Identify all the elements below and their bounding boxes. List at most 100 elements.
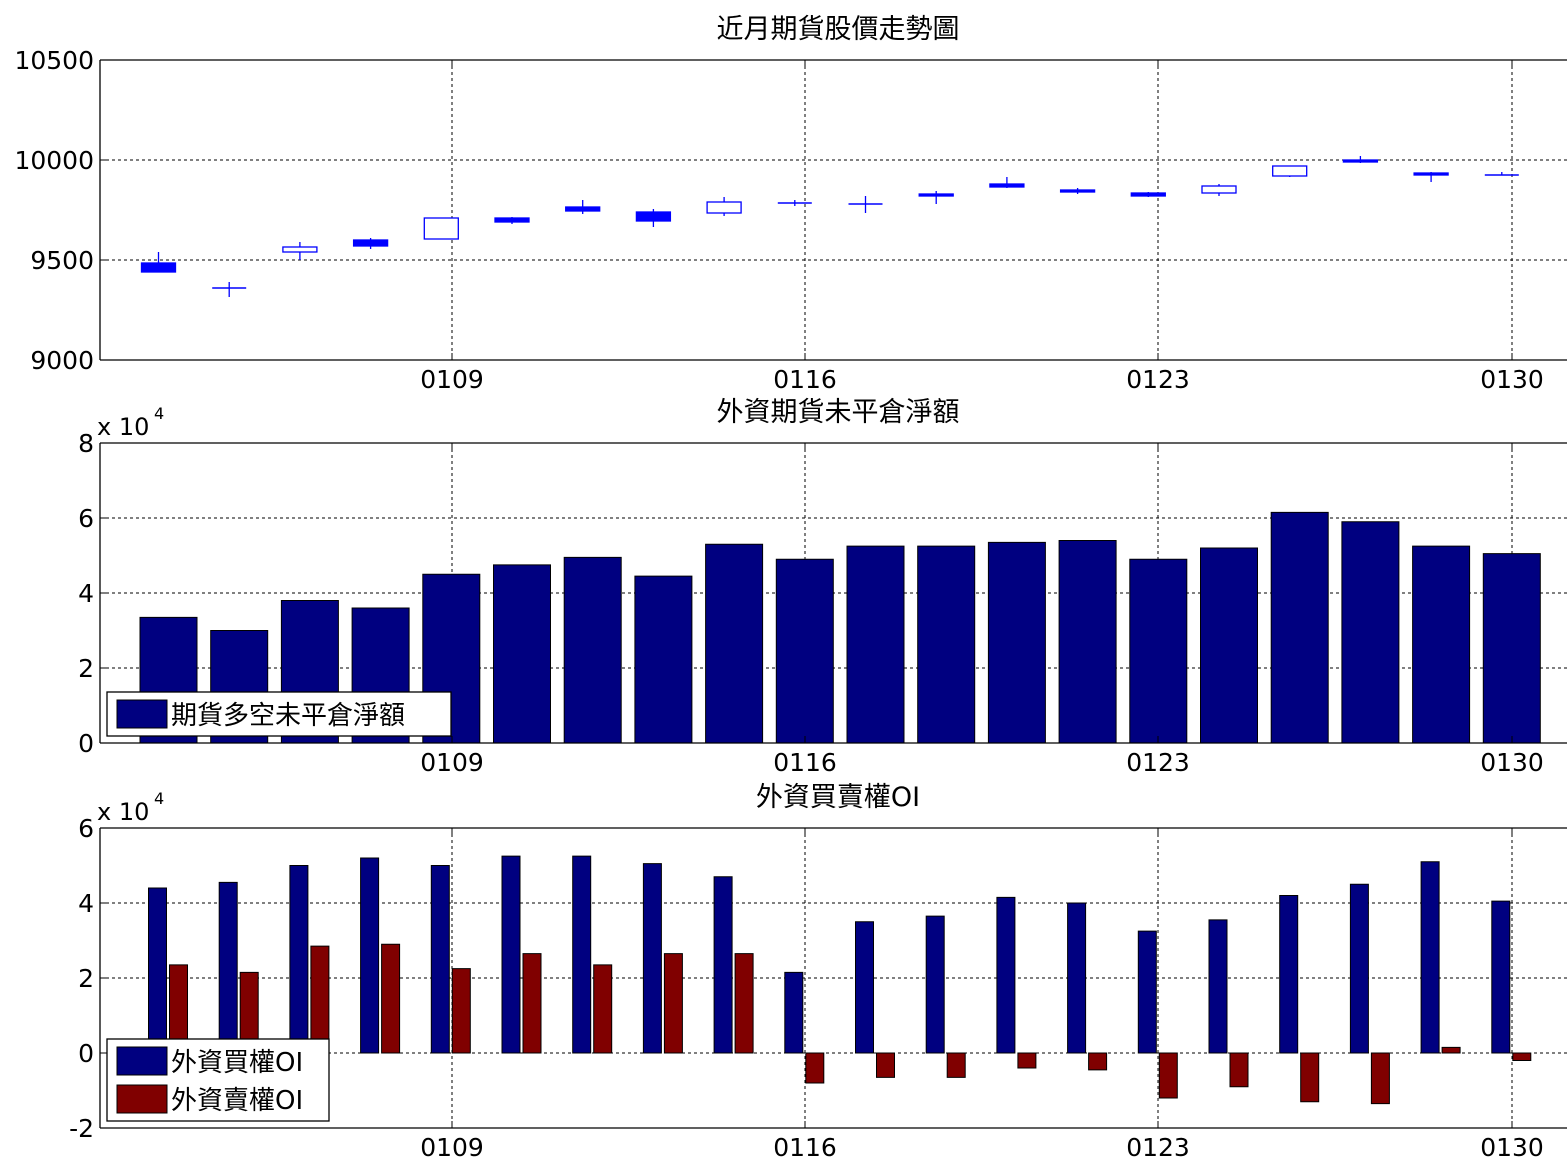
bar-series-1 (501, 855, 521, 1054)
candle (848, 196, 883, 213)
candle (1413, 172, 1449, 182)
candle-body (352, 239, 389, 247)
candle (282, 242, 318, 260)
bar-series-2 (1229, 1052, 1249, 1088)
candle (140, 252, 177, 273)
legend: 外資買權OI 外資賣權OI (106, 1038, 330, 1122)
y-tick-label: 6 (78, 504, 94, 533)
y-multiplier: x 10 (97, 413, 149, 441)
y-multiplier-exponent: 4 (154, 404, 164, 423)
x-tick-label: 0123 (1126, 748, 1190, 777)
x-tick-label: 0123 (1126, 1133, 1190, 1160)
y-multiplier-exponent: 4 (154, 789, 164, 808)
bar-series-2 (1370, 1052, 1390, 1105)
axes: 9000 9500 10000 10500 0109 0116 0123 0130 (14, 46, 1567, 394)
x-tick-label: 0116 (773, 365, 837, 394)
y-tick-label: 10500 (14, 46, 94, 75)
bar-series-1 (784, 971, 804, 1054)
chart-panel-3: 外資買賣權OI -2 0 2 4 6 0109 0116 0123 0130 x 10 4 外資買權OI… (69, 782, 1567, 1160)
legend-label: 期貨多空未平倉淨額 (171, 701, 405, 731)
candle-body (706, 201, 742, 214)
chart-title: 近月期貨股價走勢圖 (717, 14, 960, 45)
y-tick-label: 9000 (30, 346, 94, 375)
bar-series-2 (1158, 1052, 1178, 1099)
bar-series-2 (310, 945, 330, 1054)
bar-series-1 (925, 915, 945, 1054)
bar-series-1 (1137, 930, 1157, 1054)
y-tick-label: 4 (78, 579, 94, 608)
axes: -2 0 2 4 6 0109 0116 0123 0130 (69, 814, 1567, 1160)
bar-series-2 (1017, 1052, 1037, 1069)
chart-panel-1: 近月期貨股價走勢圖 9000 9500 10000 10500 0109 0116 0123 0… (14, 14, 1567, 394)
legend-swatch (116, 699, 168, 729)
candle-body (1342, 159, 1379, 163)
bar (634, 575, 693, 744)
bar (775, 558, 834, 744)
bar-series-1 (430, 865, 450, 1054)
bar (563, 556, 622, 744)
x-tick-label: 0123 (1126, 365, 1190, 394)
candle (565, 200, 601, 214)
x-tick-label: 0130 (1480, 748, 1544, 777)
candle-body (918, 193, 954, 197)
chart-title: 外資期貨未平倉淨額 (717, 397, 960, 428)
candle (352, 238, 389, 249)
candle (1059, 188, 1096, 194)
bar (1200, 547, 1258, 744)
bar-series-2 (805, 1052, 825, 1084)
y-tick-label: 2 (78, 964, 94, 993)
chart-title: 外資買賣權OI (756, 782, 920, 813)
y-tick-label: 8 (78, 429, 94, 458)
candle-body (494, 217, 530, 223)
y-tick-label: 0 (78, 729, 94, 758)
candle-body (1272, 165, 1308, 177)
bar-series-1 (148, 887, 167, 1054)
bar (1129, 558, 1188, 744)
y-tick-label: 9500 (30, 246, 94, 275)
bar-series-1 (289, 865, 309, 1054)
candle-body (1059, 189, 1096, 193)
candle-body (1201, 185, 1237, 194)
x-tick-label: 0116 (773, 1133, 837, 1160)
candle (1130, 192, 1166, 197)
candle (918, 191, 954, 204)
y-tick-label: 10000 (14, 146, 94, 175)
bar-series-1 (642, 863, 662, 1054)
candle-body (282, 246, 318, 253)
bar-series-2 (593, 964, 613, 1054)
bar-series-2 (451, 968, 471, 1054)
bar-series-1 (1208, 919, 1228, 1054)
x-tick-label: 0109 (420, 1133, 484, 1160)
candle (1484, 172, 1519, 176)
bar-series-2 (1088, 1052, 1108, 1071)
candle (212, 282, 247, 297)
legend-label: 外資賣權OI (171, 1086, 303, 1116)
y-tick-label: 6 (78, 814, 94, 843)
candle (635, 209, 672, 227)
grid (100, 828, 1567, 1128)
axes: 0 2 4 6 8 0109 0116 0123 0130 (78, 429, 1567, 777)
candle (1272, 165, 1308, 177)
bar (846, 545, 905, 744)
candle (1342, 156, 1379, 163)
bar-series-1 (713, 876, 733, 1054)
bar-series-1 (1067, 902, 1087, 1054)
x-tick-label: 0130 (1480, 1133, 1544, 1160)
bar-series-1 (1349, 883, 1369, 1054)
candle (1201, 184, 1237, 196)
bar (1270, 511, 1329, 744)
y-tick-label: 2 (78, 654, 94, 683)
bar-series-1 (996, 896, 1016, 1054)
bar-series-1 (218, 881, 238, 1054)
bar-series-1 (1491, 900, 1511, 1054)
bar (493, 564, 551, 744)
bar (1341, 521, 1400, 744)
x-tick-label: 0109 (420, 748, 484, 777)
bar-series-2 (946, 1052, 966, 1078)
candle-body (565, 206, 601, 212)
bar (1482, 553, 1541, 744)
y-tick-label: 4 (78, 889, 94, 918)
legend-label: 外資買權OI (171, 1048, 303, 1078)
bar-series-1 (1420, 861, 1440, 1054)
bar-series-1 (855, 921, 874, 1054)
